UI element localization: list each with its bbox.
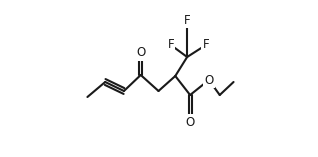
Text: F: F — [168, 38, 174, 51]
Text: O: O — [185, 116, 195, 128]
Text: F: F — [203, 38, 209, 51]
Text: O: O — [136, 46, 145, 60]
Text: O: O — [204, 73, 213, 87]
Text: F: F — [184, 14, 190, 27]
